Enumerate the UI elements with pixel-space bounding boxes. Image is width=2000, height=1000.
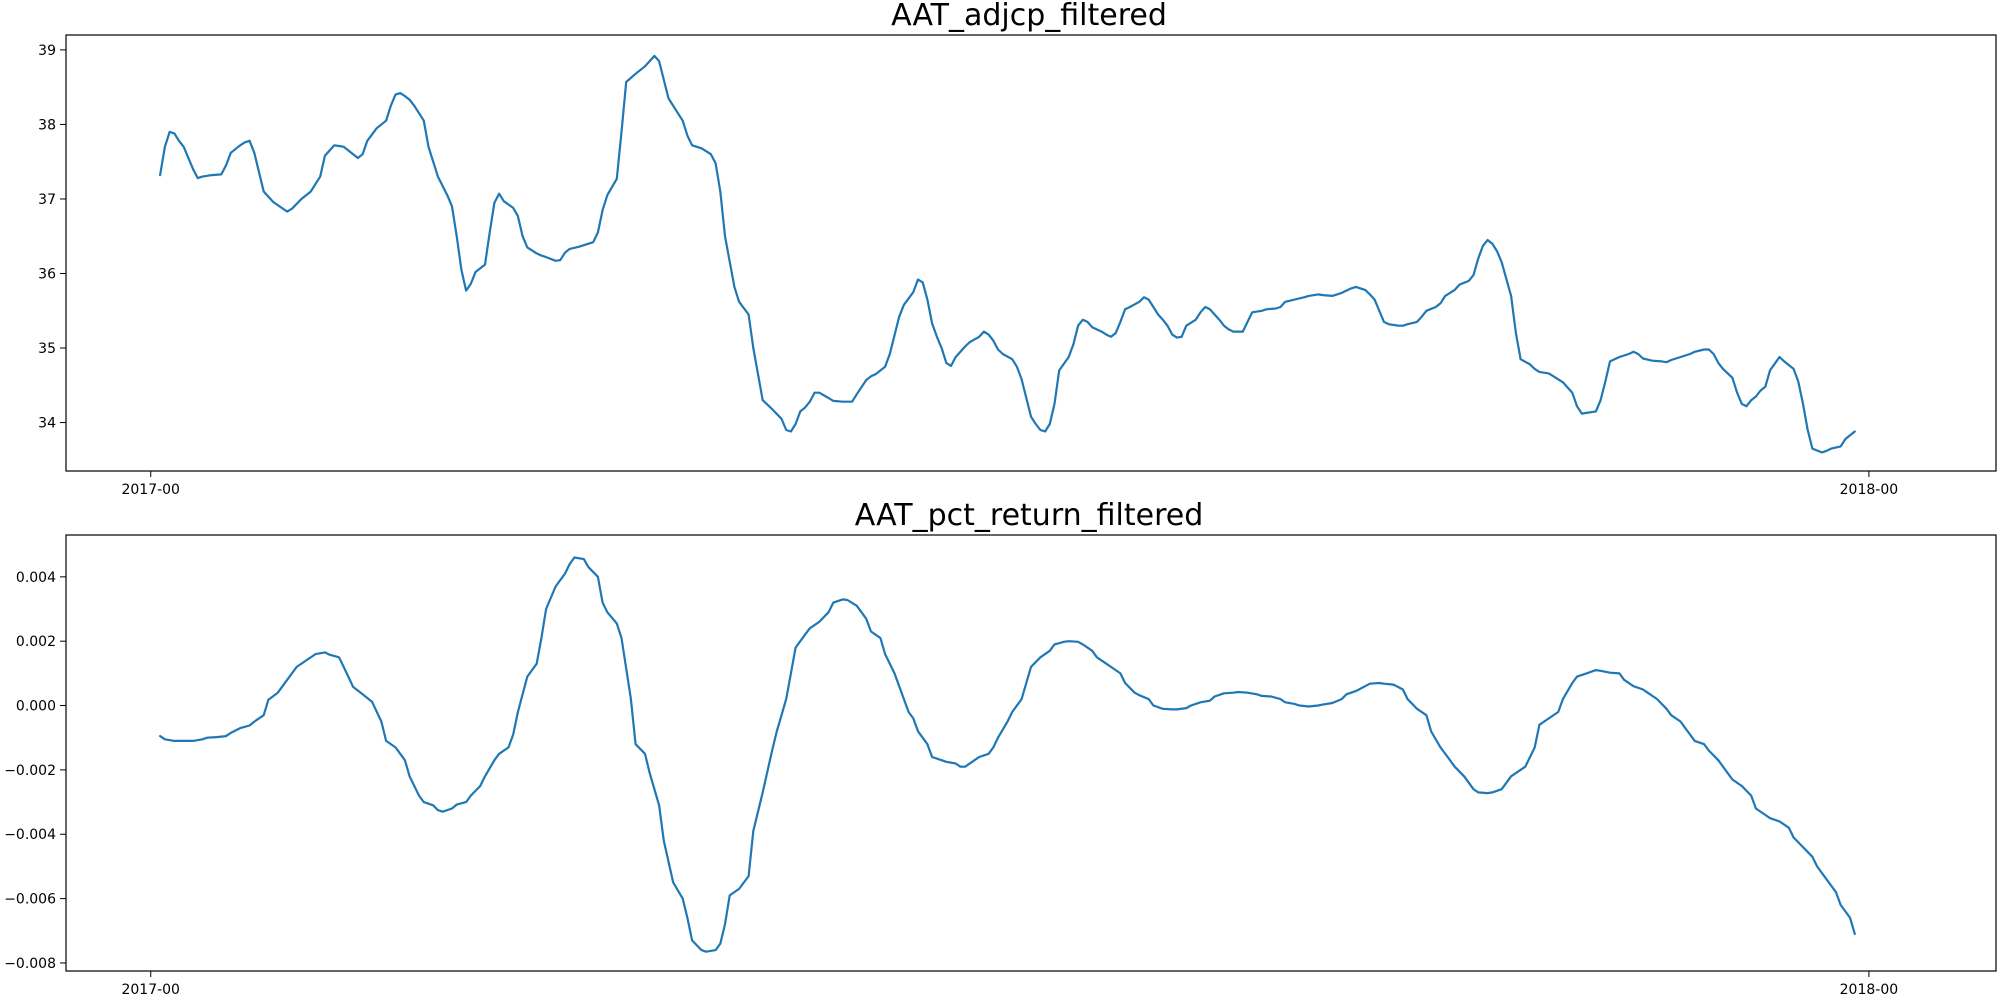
y-tick-label: 0.004 xyxy=(16,570,56,586)
charts-root: AAT_adjcp_filtered 34 35 36 37 38 39 2017-00 201… xyxy=(4,0,1997,998)
y-tick-label: 34 xyxy=(38,416,56,432)
y-tick-label: 0.000 xyxy=(16,699,56,715)
plot-frame xyxy=(65,34,1997,472)
y-tick-label: −0.004 xyxy=(4,827,56,843)
y-tick-label: 36 xyxy=(38,266,56,282)
x-tick-label: 2018-00 xyxy=(1840,982,1899,998)
series-line-1 xyxy=(159,556,1856,953)
y-tick-label: 39 xyxy=(38,43,56,59)
y-tick-label: −0.002 xyxy=(4,763,56,779)
x-tick-label: 2018-00 xyxy=(1840,482,1899,498)
chart-panel-1: AAT_adjcp_filtered 34 35 36 37 38 39 2017-00 201… xyxy=(38,0,1997,498)
y-tick-label: −0.008 xyxy=(4,956,56,972)
series-line-1 xyxy=(159,54,1856,454)
chart-title: AAT_adjcp_filtered xyxy=(891,0,1167,33)
y-tick-label: 0.002 xyxy=(16,634,56,650)
x-tick-label: 2017-00 xyxy=(121,982,180,998)
x-tick-label: 2017-00 xyxy=(121,482,180,498)
plot-frame xyxy=(65,534,1997,972)
chart-title: AAT_pct_return_filtered xyxy=(855,498,1204,533)
y-tick-label: 38 xyxy=(38,117,56,133)
chart-panel-2: AAT_pct_return_filtered 0.004 0.002 0.000 −0… xyxy=(4,498,1997,998)
y-tick-label: −0.006 xyxy=(4,892,56,908)
y-tick-label: 35 xyxy=(38,341,56,357)
y-tick-label: 37 xyxy=(38,192,56,208)
